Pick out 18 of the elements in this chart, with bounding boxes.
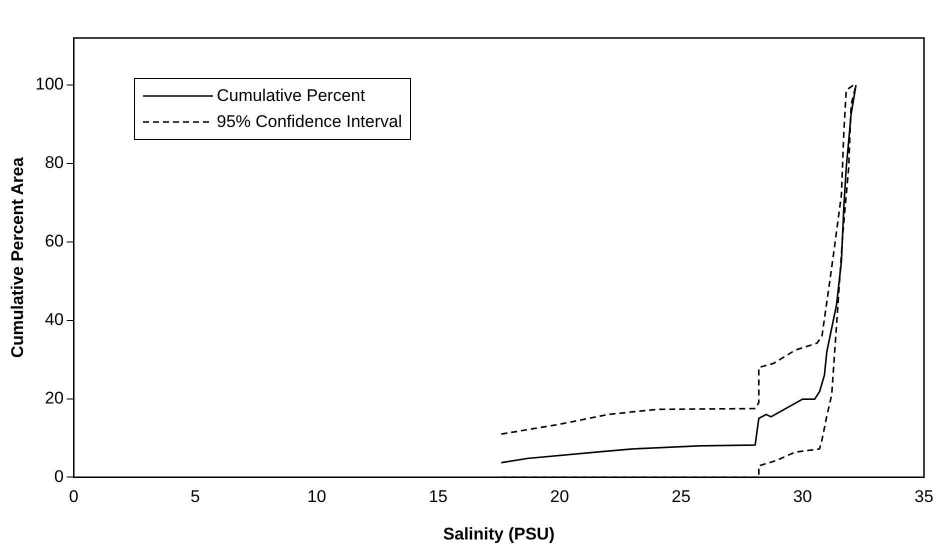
x-tick-label: 20 xyxy=(550,487,570,506)
x-axis-title: Salinity (PSU) xyxy=(443,524,555,544)
x-tick-label: 0 xyxy=(69,487,78,506)
y-axis-title: Cumulative Percent Area xyxy=(8,156,27,358)
y-tick-label: 100 xyxy=(35,74,64,94)
x-tick-label: 10 xyxy=(307,487,326,506)
y-tick-label: 60 xyxy=(44,232,64,251)
y-tick-label: 40 xyxy=(44,310,64,330)
legend-label: Cumulative Percent xyxy=(216,86,366,106)
x-tick-label: 5 xyxy=(190,487,200,506)
y-tick-label: 20 xyxy=(44,388,64,408)
x-tick-label: 15 xyxy=(428,487,448,506)
y-tick-label: 80 xyxy=(44,153,64,172)
x-tick-label: 25 xyxy=(672,487,691,506)
x-tick-label: 30 xyxy=(793,487,812,506)
x-tick-label: 35 xyxy=(914,487,934,506)
legend-label: 95% Confidence Interval xyxy=(216,112,402,132)
y-tick-label: 0 xyxy=(54,466,64,486)
